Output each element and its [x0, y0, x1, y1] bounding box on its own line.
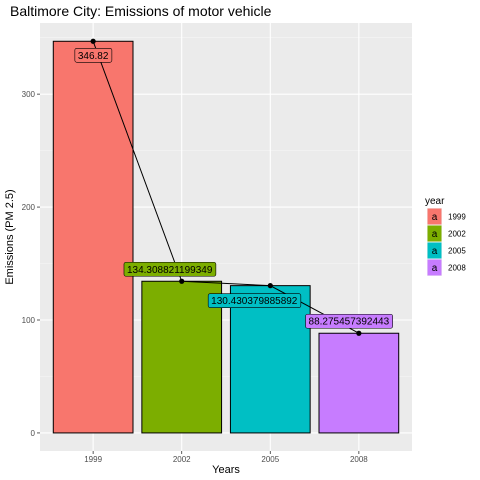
legend-label: 2008 — [448, 264, 466, 273]
y-tick-label: 300 — [22, 90, 36, 99]
data-label-text: 130.430379885892 — [211, 296, 298, 307]
y-tick-label: 200 — [22, 203, 36, 212]
legend-item-2005: a 2005 — [427, 242, 466, 259]
data-label-box — [123, 261, 217, 277]
legend-key-glyph: a — [432, 263, 438, 274]
legend-key-glyph: a — [432, 212, 438, 223]
x-tick-label: 2008 — [350, 455, 368, 464]
data-label-2002: 134.308821199349 — [123, 261, 217, 277]
point-2005 — [267, 283, 273, 289]
point-2008 — [356, 330, 362, 336]
legend-key-swatch — [427, 259, 442, 276]
y-axis-title: Emissions (PM 2.5) — [4, 189, 16, 284]
legend-item-2002: a 2002 — [427, 225, 466, 242]
legend-key-swatch — [427, 225, 442, 242]
data-labels-layer: 346.82 134.308821199349 130.430379885892 88… — [74, 47, 393, 329]
bar-2008 — [318, 332, 400, 434]
legend: year a 1999 a 2002 a 2005 a 2008 — [425, 196, 466, 276]
legend-key-glyph: a — [432, 246, 438, 257]
chart-title: Baltimore City: Emissions of motor vehic… — [10, 3, 272, 19]
data-label-1999: 346.82 — [74, 47, 113, 63]
x-tick-label: 1999 — [84, 455, 102, 464]
data-label-2008: 88.275457392443 — [305, 313, 393, 329]
y-tick-label: 100 — [22, 316, 36, 325]
y-axis: 0 100 200 300 — [22, 90, 40, 438]
legend-key-swatch — [427, 208, 442, 225]
x-tick-label: 2002 — [173, 455, 191, 464]
data-label-box — [305, 313, 393, 329]
y-tick-label: 0 — [31, 429, 36, 438]
x-axis: 1999 2002 2005 2008 — [84, 451, 368, 464]
trend-line — [92, 41, 360, 334]
x-tick-label: 2005 — [261, 455, 279, 464]
data-label-box — [207, 293, 302, 308]
point-2002 — [179, 278, 185, 284]
data-label-box — [74, 47, 113, 63]
data-label-text: 134.308821199349 — [127, 265, 213, 276]
bar-1999 — [52, 40, 134, 434]
legend-title: year — [425, 196, 445, 207]
trend-line-layer — [90, 38, 362, 336]
legend-key-swatch — [427, 242, 442, 259]
point-1999 — [90, 38, 96, 44]
data-label-text: 88.275457392443 — [309, 317, 390, 328]
data-label-2005: 130.430379885892 — [207, 293, 302, 308]
legend-label: 2002 — [448, 230, 466, 239]
legend-item-2008: a 2008 — [427, 259, 466, 276]
data-label-text: 346.82 — [78, 51, 109, 62]
legend-label: 2005 — [448, 247, 466, 256]
x-axis-title: Years — [212, 464, 240, 476]
legend-key-glyph: a — [432, 229, 438, 240]
legend-label: 1999 — [448, 213, 466, 222]
legend-item-1999: a 1999 — [427, 208, 466, 225]
